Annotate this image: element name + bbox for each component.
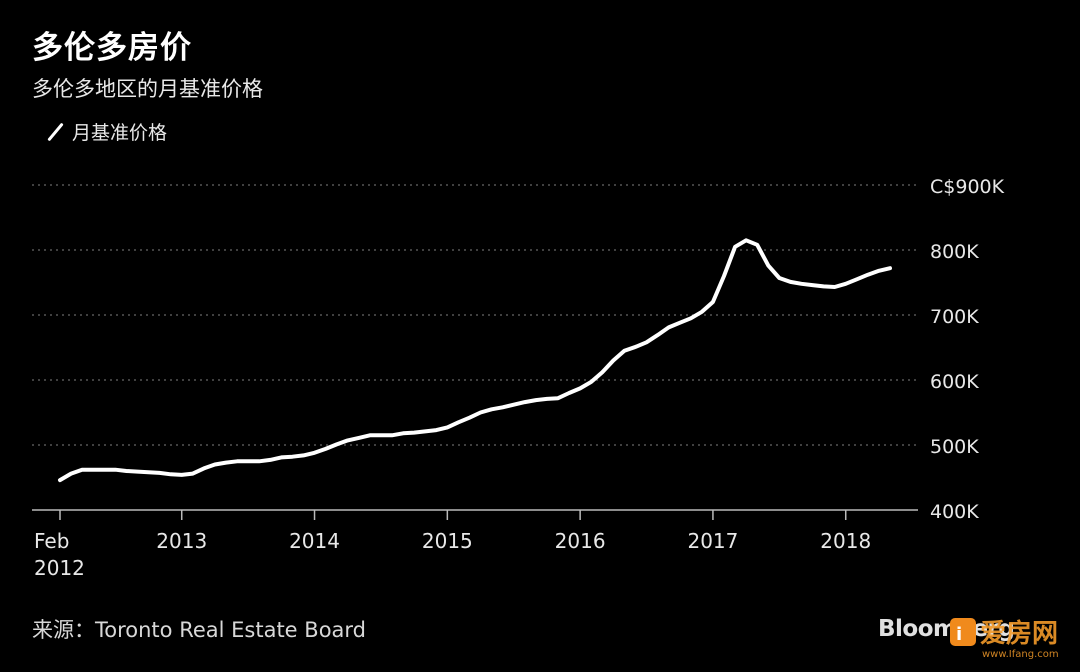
x-tick-label: 2018 (820, 529, 871, 553)
watermark-url: www.Ifang.com (982, 649, 1059, 660)
chart-legend: 月基准价格 (48, 118, 167, 145)
x-tick-label: 2014 (289, 529, 340, 553)
x-tick-label: Feb 2012 (34, 529, 85, 580)
x-tick-label: 2016 (555, 529, 606, 553)
chart-subtitle: 多伦多地区的月基准价格 (32, 77, 263, 101)
x-axis-tick-labels: Feb 2012 2013 2014 2015 2016 2017 2018 (34, 510, 871, 580)
y-tick-label: 700K (930, 306, 979, 328)
brand-logo: Bloomberg (878, 616, 1015, 642)
svg-text:i: i (956, 624, 962, 645)
x-tick-label: 2017 (687, 529, 738, 553)
x-tick-label: 2013 (156, 529, 207, 553)
series-group (58, 238, 892, 483)
watermark-logo: i 爱房网 www.Ifang.com (950, 618, 1059, 660)
legend-label: 月基准价格 (72, 122, 168, 144)
y-tick-label: 800K (930, 241, 979, 263)
y-tick-label: C$900K (930, 176, 1005, 198)
y-tick-label: 600K (930, 371, 979, 393)
y-tick-label: 500K (930, 436, 979, 458)
y-axis-tick-labels: 400K 500K 600K 700K 800K C$900K (930, 176, 1005, 523)
chart-title: 多伦多房价 (32, 30, 192, 66)
y-tick-label: 400K (930, 501, 979, 523)
series-line-monthly-benchmark-price (58, 238, 892, 483)
watermark-mark-icon (950, 618, 976, 646)
grid-lines (32, 184, 918, 446)
watermark-text: 爱房网 (980, 619, 1058, 649)
x-tick-label: 2015 (422, 529, 473, 553)
source-note: 来源：Toronto Real Estate Board (32, 618, 367, 642)
